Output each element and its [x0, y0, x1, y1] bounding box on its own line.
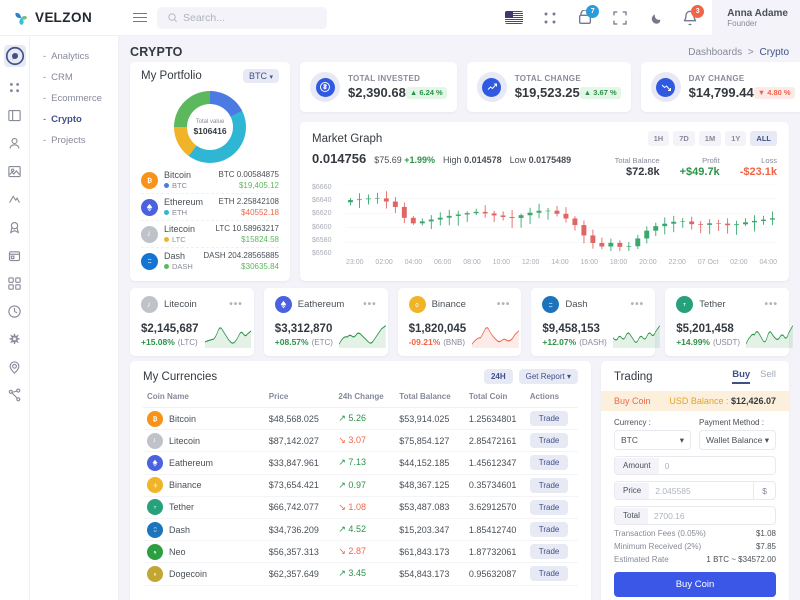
svg-text:₿: ₿: [147, 176, 153, 184]
svg-text:₿: ₿: [153, 415, 158, 422]
svg-text:T: T: [683, 302, 686, 307]
